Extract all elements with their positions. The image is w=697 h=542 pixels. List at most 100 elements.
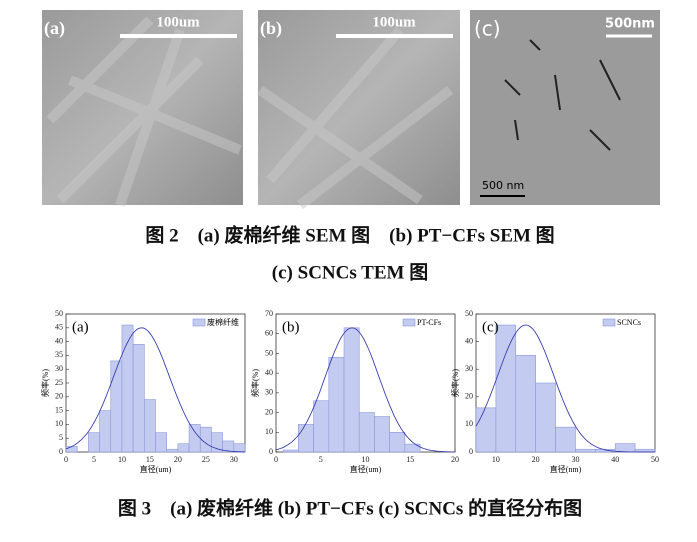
panel-label: (a) bbox=[44, 18, 65, 39]
y-tick-label: 25 bbox=[55, 378, 63, 387]
y-tick-label: 20 bbox=[465, 392, 473, 401]
fit-curve bbox=[475, 324, 655, 453]
y-tick-label: 10 bbox=[265, 427, 273, 436]
bar bbox=[144, 399, 156, 453]
x-tick-label: 30 bbox=[230, 455, 238, 464]
legend-swatch bbox=[602, 318, 616, 327]
y-axis-label: 频率(%) bbox=[250, 369, 260, 397]
scale-bar-label: 500nm bbox=[605, 17, 655, 32]
bar bbox=[132, 344, 145, 453]
x-axis-label: 直径(nm) bbox=[550, 464, 582, 474]
bar bbox=[404, 443, 421, 453]
caption: 图 2 (a) 废棉纤维 SEM 图 (b) PT−CFs SEM 图 bbox=[145, 223, 554, 246]
legend-swatch bbox=[192, 318, 206, 327]
panel-label: (c) bbox=[482, 319, 499, 335]
y-tick-label: 70 bbox=[265, 309, 273, 318]
x-tick-label: 40 bbox=[611, 455, 619, 464]
bar bbox=[495, 324, 517, 453]
y-tick-label: 30 bbox=[465, 364, 473, 373]
sem-image bbox=[42, 10, 243, 207]
y-tick-label: 30 bbox=[55, 364, 63, 373]
x-tick-label: 0 bbox=[64, 455, 68, 464]
x-tick-label: 50 bbox=[651, 455, 659, 464]
x-tick-label: 10 bbox=[362, 455, 370, 464]
y-tick-label: 20 bbox=[265, 407, 273, 416]
fit-curve bbox=[275, 327, 455, 453]
bar bbox=[515, 355, 536, 453]
fit-curve bbox=[65, 327, 246, 453]
y-tick-label: 40 bbox=[265, 368, 273, 377]
bar bbox=[298, 424, 314, 453]
sem-image bbox=[257, 10, 460, 209]
x-tick-label: 5 bbox=[319, 455, 323, 464]
bar bbox=[233, 443, 246, 453]
bar bbox=[614, 443, 636, 453]
y-tick-label: 15 bbox=[55, 405, 63, 414]
y-tick-label: 20 bbox=[55, 392, 63, 401]
legend-label: 废棉纤维 bbox=[207, 317, 239, 327]
bar bbox=[99, 410, 112, 453]
y-tick-label: 50 bbox=[55, 309, 63, 318]
x-tick-label: 0 bbox=[274, 455, 278, 464]
bar bbox=[358, 412, 375, 453]
x-axis-label: 直径(um) bbox=[140, 464, 172, 474]
y-axis-label: 频率(%) bbox=[40, 369, 50, 397]
x-tick-label: 30 bbox=[571, 455, 579, 464]
x-tick-label: 5 bbox=[92, 455, 96, 464]
y-axis-label: 频率(%) bbox=[450, 369, 460, 397]
bar bbox=[555, 426, 576, 453]
x-tick-label: 10 bbox=[492, 455, 500, 464]
y-tick-label: 45 bbox=[55, 323, 63, 332]
scale-bar-label: 100um bbox=[156, 14, 200, 30]
bar bbox=[328, 357, 345, 453]
bar bbox=[282, 449, 299, 453]
panel-label: (b) bbox=[282, 319, 300, 335]
legend-label: PT-CFs bbox=[417, 318, 441, 327]
x-tick-label: 20 bbox=[174, 455, 182, 464]
bar bbox=[110, 360, 123, 453]
x-tick-label: 15 bbox=[406, 455, 414, 464]
panel-label: (c) bbox=[474, 17, 501, 41]
x-axis-label: 直径(um) bbox=[350, 464, 382, 474]
legend-swatch bbox=[402, 318, 416, 327]
x-tick-label: 20 bbox=[532, 455, 540, 464]
y-tick-label: 60 bbox=[265, 329, 273, 338]
bar bbox=[188, 424, 201, 453]
bar bbox=[177, 443, 190, 453]
bar bbox=[65, 446, 78, 453]
caption: 图 3 (a) 废棉纤维 (b) PT−CFs (c) SCNCs 的直径分布图 bbox=[118, 496, 582, 519]
y-tick-label: 50 bbox=[465, 309, 473, 318]
bar bbox=[121, 324, 134, 453]
y-tick-label: 0 bbox=[469, 447, 473, 456]
bar bbox=[475, 407, 497, 453]
x-tick-label: 20 bbox=[451, 455, 459, 464]
y-tick-label: 40 bbox=[55, 336, 63, 345]
x-tick-label: 15 bbox=[146, 455, 154, 464]
x-tick-label: 10 bbox=[118, 455, 126, 464]
y-tick-label: 50 bbox=[265, 348, 273, 357]
tem-image bbox=[470, 10, 660, 205]
y-tick-label: 40 bbox=[465, 336, 473, 345]
bar bbox=[343, 327, 360, 453]
bar bbox=[166, 448, 179, 453]
legend-label: SCNCs bbox=[617, 318, 641, 327]
bar bbox=[535, 382, 556, 453]
y-tick-label: 10 bbox=[55, 419, 63, 428]
bar bbox=[374, 416, 390, 453]
panel-label: (a) bbox=[72, 319, 89, 335]
caption: (c) SCNCs TEM 图 bbox=[272, 261, 428, 283]
y-tick-label: 0 bbox=[269, 447, 273, 456]
y-tick-label: 0 bbox=[59, 447, 63, 456]
y-tick-label: 10 bbox=[465, 419, 473, 428]
y-tick-label: 35 bbox=[55, 350, 63, 359]
bar bbox=[88, 432, 100, 453]
bar bbox=[389, 431, 406, 453]
bar bbox=[575, 448, 596, 453]
bar bbox=[155, 432, 167, 453]
y-tick-label: 30 bbox=[265, 388, 273, 397]
y-tick-label: 5 bbox=[59, 433, 63, 442]
scale-bar-label: 100um bbox=[372, 14, 416, 30]
x-tick-label: 25 bbox=[202, 455, 210, 464]
